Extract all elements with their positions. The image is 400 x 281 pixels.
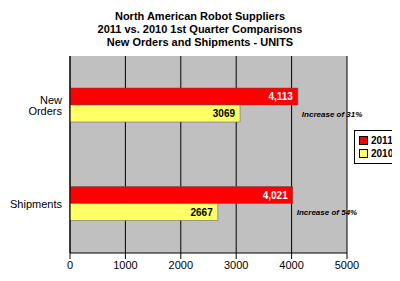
- svg-text:3069: 3069: [213, 108, 236, 119]
- html-text:North American Robot Suppliers: North American Robot Suppliers: [114, 10, 285, 22]
- svg-text:2000: 2000: [169, 259, 193, 271]
- svg-text:Increase of 31%: Increase of 31%: [302, 110, 362, 119]
- svg-text:4,021: 4,021: [263, 190, 288, 201]
- svg-text:2667: 2667: [191, 207, 214, 218]
- svg-text:1000: 1000: [113, 259, 137, 271]
- svg-text:5000: 5000: [335, 259, 359, 271]
- svg-text:3000: 3000: [224, 259, 248, 271]
- svg-text:0: 0: [67, 259, 73, 271]
- html-text:New Orders and Shipments - UNI: New Orders and Shipments - UNITS: [106, 36, 294, 48]
- svg-text:4,113: 4,113: [268, 91, 293, 102]
- html-text:2011: 2011: [371, 135, 393, 146]
- svg-text:NewOrders: NewOrders: [28, 94, 62, 117]
- svg-text:4000: 4000: [279, 259, 303, 271]
- svg-text:Increase of 54%: Increase of 54%: [297, 208, 357, 217]
- svg-text:Shipments: Shipments: [10, 198, 62, 210]
- html-text:2011 vs. 2010 1st Quarter Comp: 2011 vs. 2010 1st Quarter Comparisons: [97, 23, 303, 35]
- html-text:2010: 2010: [371, 148, 394, 159]
